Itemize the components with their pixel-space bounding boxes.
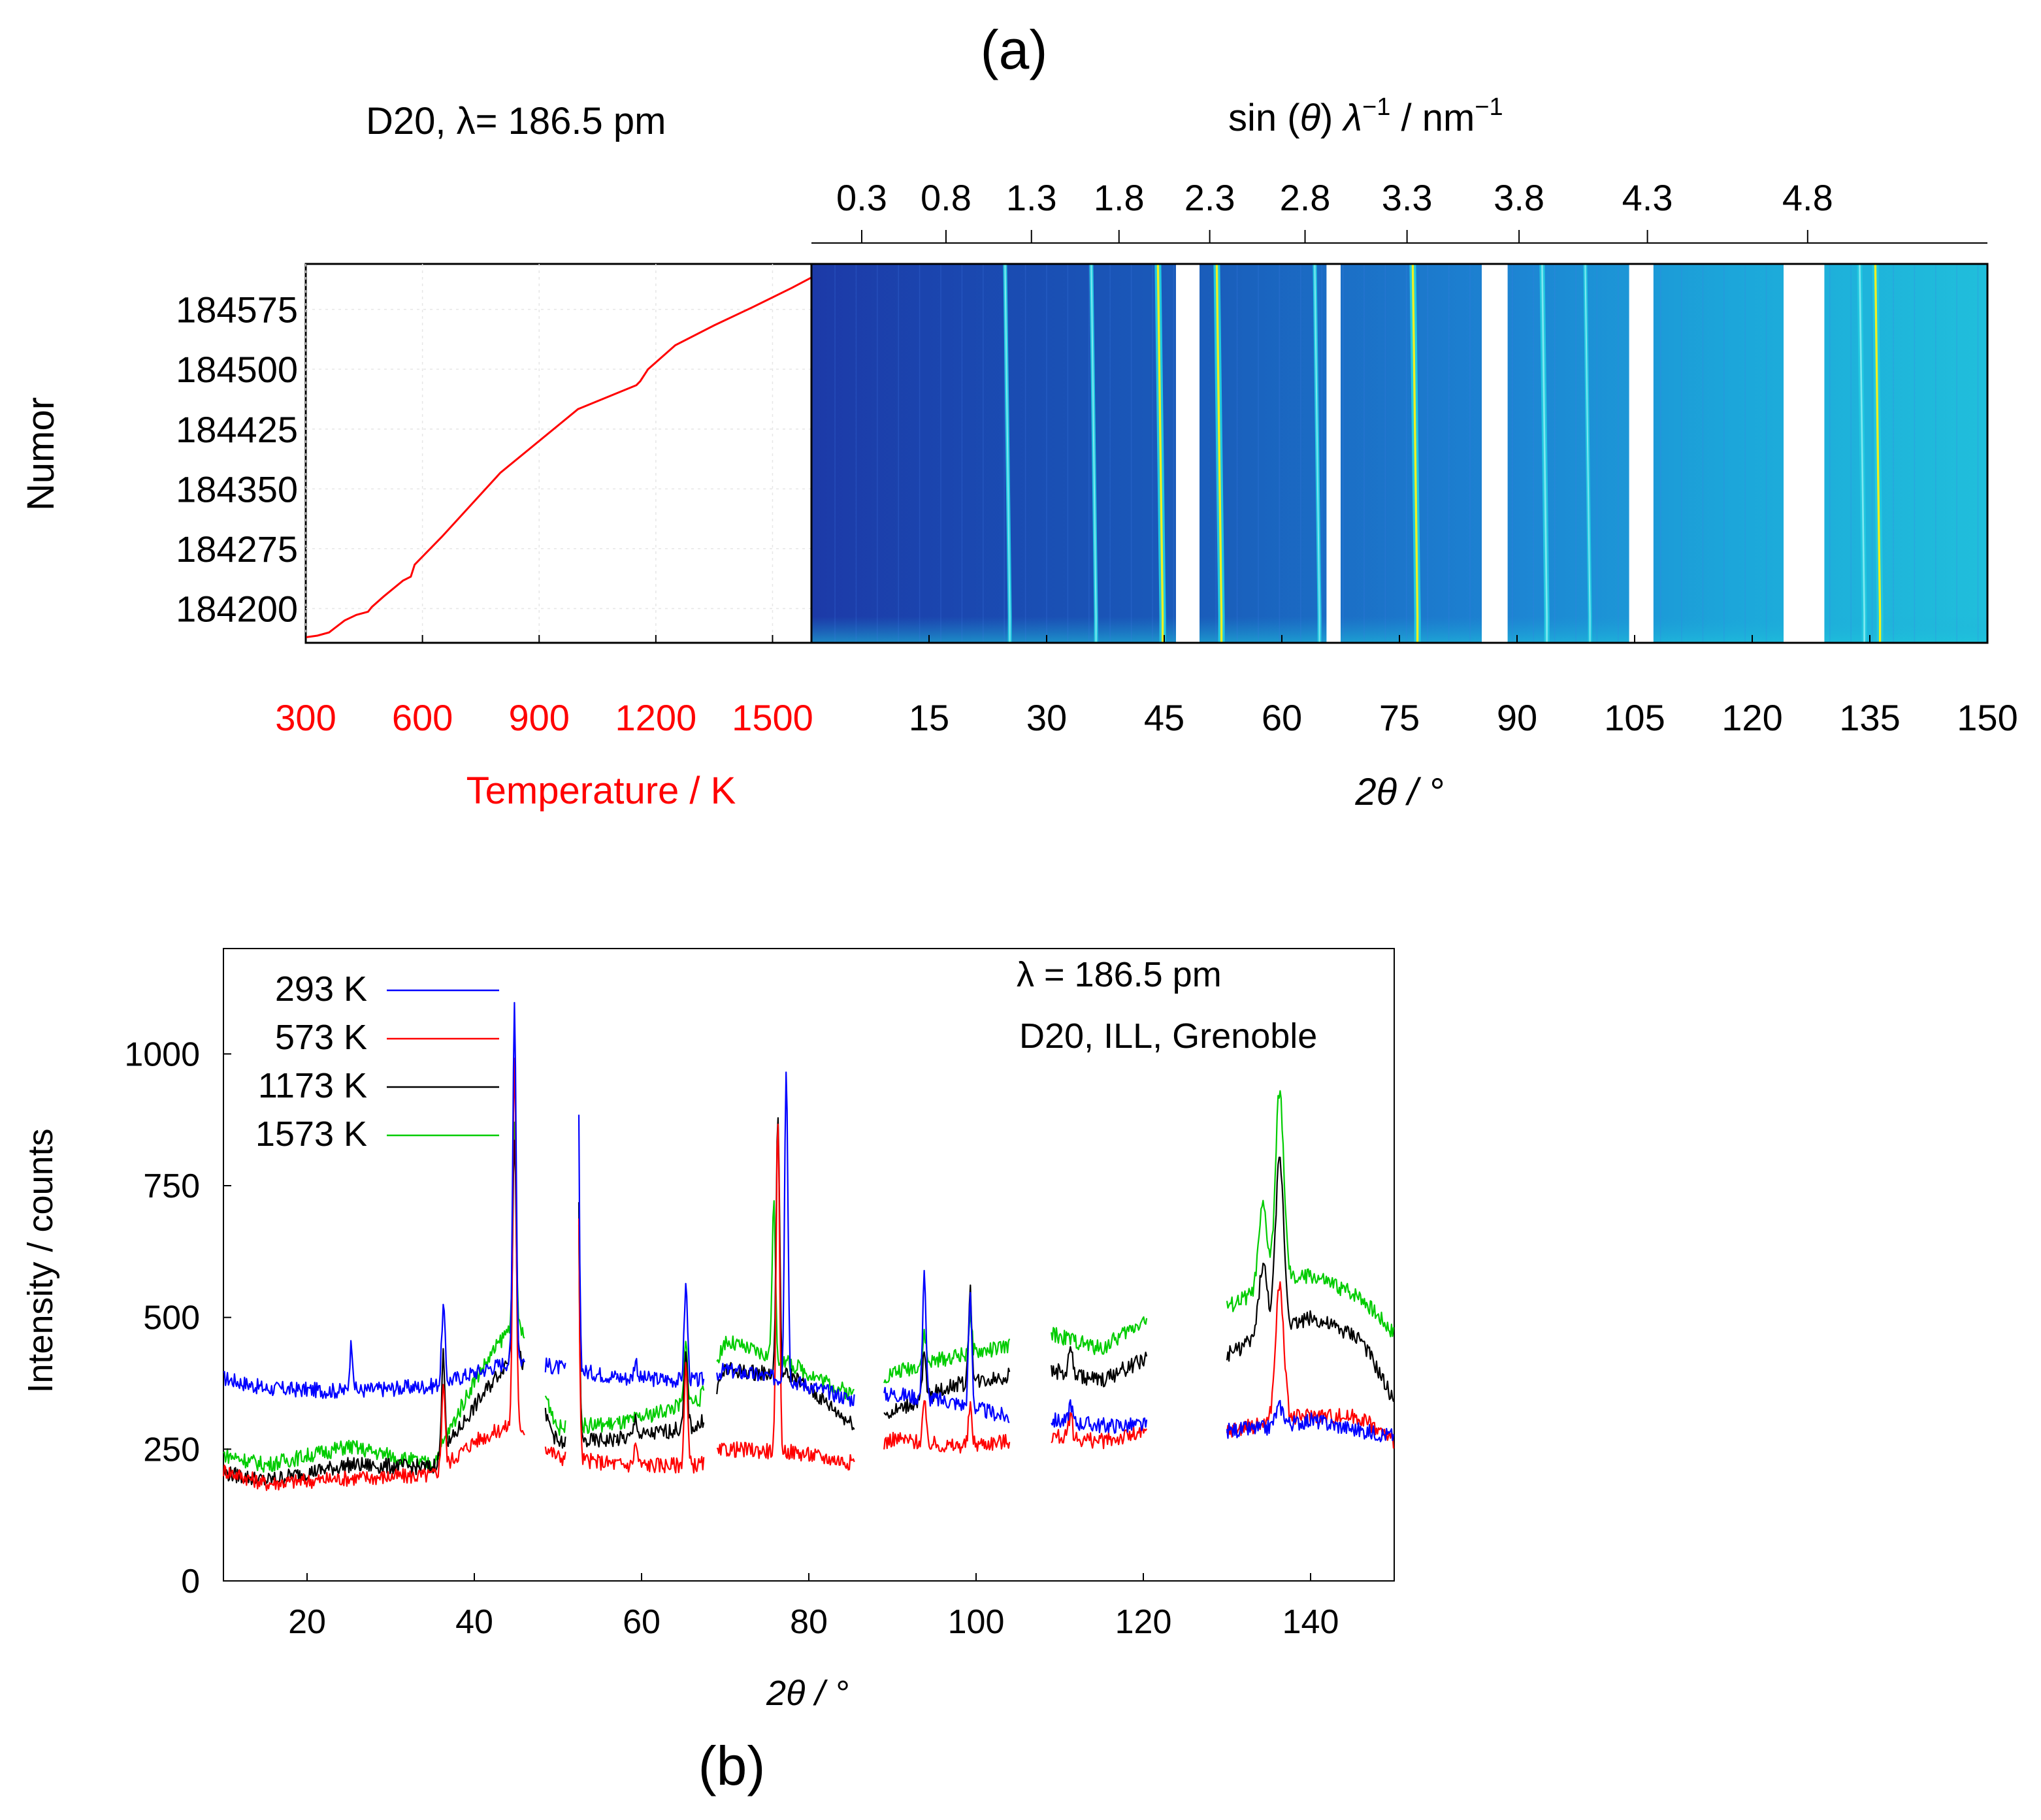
legend: 293 K 573 K 1173 K 1573 K: [255, 969, 499, 1154]
two-theta-axis-label-a: 2θ / °: [1354, 771, 1443, 813]
two-theta-tick-label: 15: [909, 697, 949, 738]
intensity-axis-label: Intensity / counts: [21, 1128, 60, 1393]
diffraction-patterns: [222, 1001, 1395, 1491]
two-theta-tick-label: 150: [1957, 697, 2017, 738]
legend-label: 1573 K: [255, 1114, 367, 1154]
temperature-tick-label: 1200: [615, 697, 697, 738]
panel-a-label: (a): [981, 19, 1048, 80]
detector-gap: [1326, 264, 1341, 643]
x-tick-label: 100: [948, 1603, 1005, 1641]
diffraction-peak-line: [1411, 263, 1419, 643]
top-axis-tick-label: 1.3: [1006, 177, 1057, 218]
numor-tick-label: 184575: [176, 289, 298, 331]
x-tick-label: 80: [790, 1603, 828, 1641]
diffraction-peak-line: [1859, 263, 1865, 643]
top-axis-tick-label: 4.3: [1622, 177, 1673, 218]
temperature-tick-label: 300: [275, 697, 336, 738]
diffraction-peak-line: [1004, 263, 1011, 643]
x-tick-label: 120: [1115, 1603, 1172, 1641]
top-axis-tick-label: 2.3: [1184, 177, 1235, 218]
numor-tick-label: 184275: [176, 528, 298, 570]
y-tick-label: 1000: [124, 1035, 200, 1073]
top-axis-tick-label: 0.3: [836, 177, 887, 218]
two-theta-tick-label: 105: [1604, 697, 1665, 738]
top-axis-label: sin (θ) λ−1 / nm−1: [1228, 93, 1503, 139]
y-tick-label: 500: [143, 1299, 200, 1337]
two-theta-tick-label: 30: [1026, 697, 1067, 738]
temperature-tick-label: 600: [392, 697, 453, 738]
numor-tick-label: 184500: [176, 349, 298, 390]
temperature-ticks: 300 600 900 1200 1500: [275, 635, 813, 738]
x-tick-label: 20: [288, 1603, 326, 1641]
detector-gap: [1784, 264, 1825, 643]
two-theta-tick-label: 60: [1262, 697, 1302, 738]
x-tick-label: 60: [623, 1603, 661, 1641]
numor-tick-label: 184350: [176, 468, 298, 510]
two-theta-tick-label: 75: [1379, 697, 1420, 738]
pattern-y-ticks: 0 250 500 750 1000: [124, 1035, 231, 1601]
y-tick-label: 750: [143, 1167, 200, 1205]
temperature-grid: [305, 264, 811, 643]
source-annotation: D20, ILL, Grenoble: [1019, 1016, 1317, 1056]
legend-label: 1173 K: [258, 1066, 367, 1105]
temperature-tick-label: 1500: [732, 697, 813, 738]
y-axis-label: Numor: [20, 397, 62, 511]
temperature-curve: [305, 276, 812, 638]
two-theta-tick-label: 135: [1839, 697, 1900, 738]
detector-gap: [1629, 264, 1654, 643]
temperature-plot-frame: [304, 263, 813, 644]
y-tick-label: 0: [181, 1563, 200, 1601]
temperature-axis-label: Temperature / K: [466, 770, 736, 812]
series-line-1173-k: [222, 1117, 1395, 1488]
top-axis-ticks: 0.3 0.8 1.3 1.8 2.3 2.8 3.3 3.8 4.3 4.8: [811, 177, 1987, 244]
two-theta-ticks: 15 30 45 60 75 90 105 120 135 150: [909, 635, 2018, 738]
wavelength-annotation: λ = 186.5 pm: [1017, 955, 1222, 994]
top-axis-tick-label: 3.8: [1494, 177, 1544, 218]
numor-tick-label: 184425: [176, 409, 298, 450]
y-tick-label: 250: [143, 1431, 200, 1469]
diffraction-peak-line: [1090, 263, 1097, 643]
two-theta-tick-label: 120: [1722, 697, 1782, 738]
diffraction-peak-line: [1584, 263, 1591, 643]
top-axis-tick-label: 2.8: [1280, 177, 1331, 218]
diffraction-peak-line: [1541, 263, 1548, 643]
two-theta-tick-label: 90: [1497, 697, 1537, 738]
detector-gap: [1176, 264, 1200, 643]
instrument-label: D20, λ= 186.5 pm: [366, 100, 666, 142]
temperature-tick-label: 900: [509, 697, 570, 738]
top-axis-tick-label: 1.8: [1094, 177, 1145, 218]
series-line-293-k: [223, 1001, 1395, 1442]
series-line-573-k: [222, 1058, 1395, 1491]
legend-label: 573 K: [275, 1018, 367, 1057]
x-tick-label: 140: [1282, 1603, 1339, 1641]
diffraction-peak-line: [1156, 263, 1164, 643]
detector-gap: [1482, 264, 1508, 643]
diffraction-peak-line: [1874, 263, 1882, 643]
top-axis-tick-label: 0.8: [921, 177, 972, 218]
diffraction-peak-line: [1314, 263, 1320, 643]
two-theta-tick-label: 45: [1144, 697, 1184, 738]
pattern-x-ticks: 20 40 60 80 100 120 140: [288, 1573, 1339, 1641]
diffraction-heatmap: [811, 263, 1987, 643]
legend-label: 293 K: [275, 969, 367, 1009]
x-tick-label: 40: [455, 1603, 493, 1641]
diffraction-peak-line: [1215, 263, 1223, 643]
top-axis-tick-label: 4.8: [1782, 177, 1833, 218]
numor-ticks: 184575 184500 184425 184350 184275 184200: [176, 289, 314, 629]
series-line-1573-k: [223, 1090, 1395, 1473]
top-axis-tick-label: 3.3: [1382, 177, 1433, 218]
two-theta-axis-label-b: 2θ / °: [766, 1674, 849, 1713]
panel-b-label: (b): [698, 1735, 766, 1796]
numor-tick-label: 184200: [176, 588, 298, 629]
